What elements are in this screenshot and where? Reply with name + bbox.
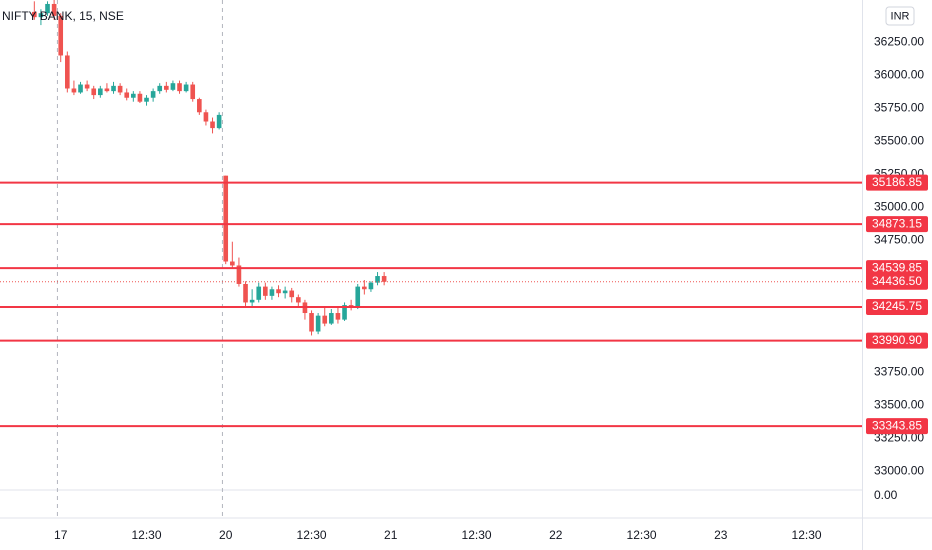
candle-body xyxy=(84,84,90,89)
y-tick-label: 35750.00 xyxy=(874,100,924,114)
level-label-box xyxy=(866,298,928,315)
candle-body xyxy=(322,315,328,324)
candle-body xyxy=(223,175,229,262)
candle-body xyxy=(170,83,176,90)
candle-body xyxy=(177,83,182,92)
candle-body xyxy=(117,85,123,93)
candle-body xyxy=(45,3,50,14)
volume-pane-label: 0.00 xyxy=(874,488,898,502)
candle-body xyxy=(150,91,156,98)
level-label-box xyxy=(866,260,928,277)
candle-body xyxy=(381,276,387,282)
candle-body xyxy=(71,88,77,93)
last-price-box xyxy=(866,273,928,290)
level-label-box xyxy=(866,216,928,233)
candle-body xyxy=(289,290,295,298)
x-tick-label: 20 xyxy=(219,528,233,542)
y-tick-label: 33500.00 xyxy=(874,398,924,412)
x-tick-label: 12:30 xyxy=(792,528,822,542)
y-tick-label: 33750.00 xyxy=(874,365,924,379)
x-tick-label: 17 xyxy=(54,528,68,542)
candle-body xyxy=(124,92,130,98)
candle-body xyxy=(183,84,189,92)
candle-body xyxy=(144,97,149,102)
level-label-box xyxy=(866,332,928,349)
y-tick-label: 35500.00 xyxy=(874,133,924,147)
candle-body xyxy=(157,85,163,92)
y-tick-label: 36250.00 xyxy=(874,34,924,48)
candle-body xyxy=(236,265,242,284)
level-label: 35186.85 xyxy=(872,175,922,189)
level-label: 33343.85 xyxy=(872,418,922,432)
candle-body xyxy=(243,283,248,303)
y-tick-label: 35000.00 xyxy=(874,200,924,214)
candle-body xyxy=(131,93,136,98)
candle-body xyxy=(51,3,57,16)
candle-body xyxy=(329,313,334,324)
x-tick-label: 12:30 xyxy=(132,528,162,542)
level-label-box xyxy=(866,174,928,191)
x-tick-label: 12:30 xyxy=(297,528,327,542)
candle-body xyxy=(203,112,209,122)
candle-body xyxy=(164,85,169,90)
y-tick-label: 33000.00 xyxy=(874,464,924,478)
candle-body xyxy=(362,286,367,290)
candle-body xyxy=(282,290,288,294)
symbol-title: NIFTY BANK, 15, NSE xyxy=(2,9,124,23)
candle-body xyxy=(65,55,70,89)
candle-body xyxy=(375,276,380,283)
currency-label[interactable]: INR xyxy=(891,10,910,22)
x-tick-label: 12:30 xyxy=(627,528,657,542)
candle-body xyxy=(91,88,97,96)
plot xyxy=(32,0,387,518)
level-label: 34873.15 xyxy=(872,216,922,230)
candle-body xyxy=(342,305,347,320)
candle-body xyxy=(230,261,235,266)
candle-body xyxy=(368,282,374,290)
level-label-box xyxy=(866,418,928,435)
candle-body xyxy=(216,114,222,129)
candle-body xyxy=(315,315,321,332)
candle-body xyxy=(335,313,341,320)
level-label: 33990.90 xyxy=(872,333,922,347)
candle-body xyxy=(263,286,268,296)
level-label: 34539.85 xyxy=(872,260,922,274)
candle-body xyxy=(256,286,262,300)
candle-body xyxy=(58,15,64,56)
candle-body xyxy=(137,93,143,102)
candle-body xyxy=(210,121,215,129)
y-tick-label: 33250.00 xyxy=(874,431,924,445)
candle-body xyxy=(38,13,44,18)
candle-body xyxy=(269,289,275,296)
x-tick-label: 21 xyxy=(384,528,398,542)
last-price-label: 34436.50 xyxy=(872,274,922,288)
y-tick-label: 36000.00 xyxy=(874,67,924,81)
candle-body xyxy=(296,297,301,303)
x-tick-label: 23 xyxy=(714,528,728,542)
candle-body xyxy=(104,88,110,92)
candle-body xyxy=(78,84,83,93)
candle-body xyxy=(355,286,361,308)
candle-body xyxy=(276,289,281,294)
x-tick-label: 22 xyxy=(549,528,563,542)
level-label: 34245.75 xyxy=(872,299,922,313)
x-tick-label: 12:30 xyxy=(462,528,492,542)
candle-body xyxy=(98,88,103,96)
candle-body xyxy=(197,99,202,113)
candle-body xyxy=(111,85,116,92)
candle-body xyxy=(309,313,314,332)
currency-box[interactable] xyxy=(885,6,915,26)
candle-body xyxy=(32,11,37,18)
candle-body xyxy=(190,84,196,100)
candle-body xyxy=(249,299,255,303)
y-tick-label: 34750.00 xyxy=(874,233,924,247)
